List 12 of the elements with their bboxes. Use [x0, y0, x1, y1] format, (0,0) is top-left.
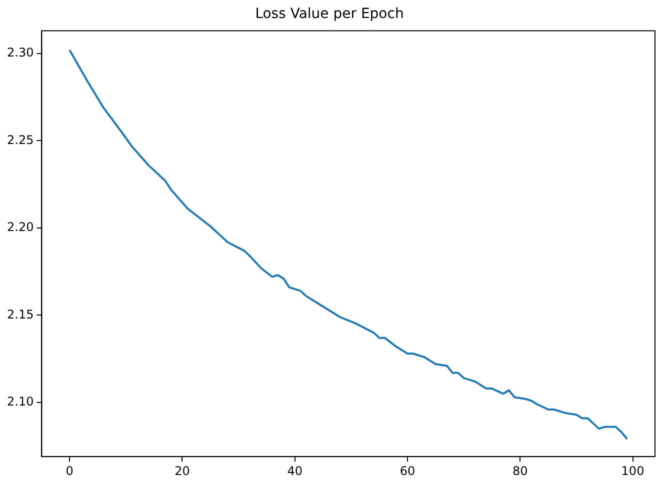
chart-title: Loss Value per Epoch [255, 6, 404, 22]
y-tick-label: 2.15 [7, 307, 34, 322]
x-tick-label: 40 [287, 464, 302, 478]
y-tick-label: 2.25 [7, 132, 34, 147]
x-tick-label: 60 [400, 464, 416, 478]
x-tick-label: 20 [174, 464, 190, 478]
x-tick-label: 100 [621, 464, 644, 478]
y-tick-label: 2.30 [7, 46, 34, 60]
y-tick-label: 2.10 [7, 394, 34, 409]
y-tick-label: 2.20 [7, 220, 34, 234]
x-tick-label: 80 [512, 464, 528, 478]
x-tick-label: 0 [66, 464, 74, 478]
